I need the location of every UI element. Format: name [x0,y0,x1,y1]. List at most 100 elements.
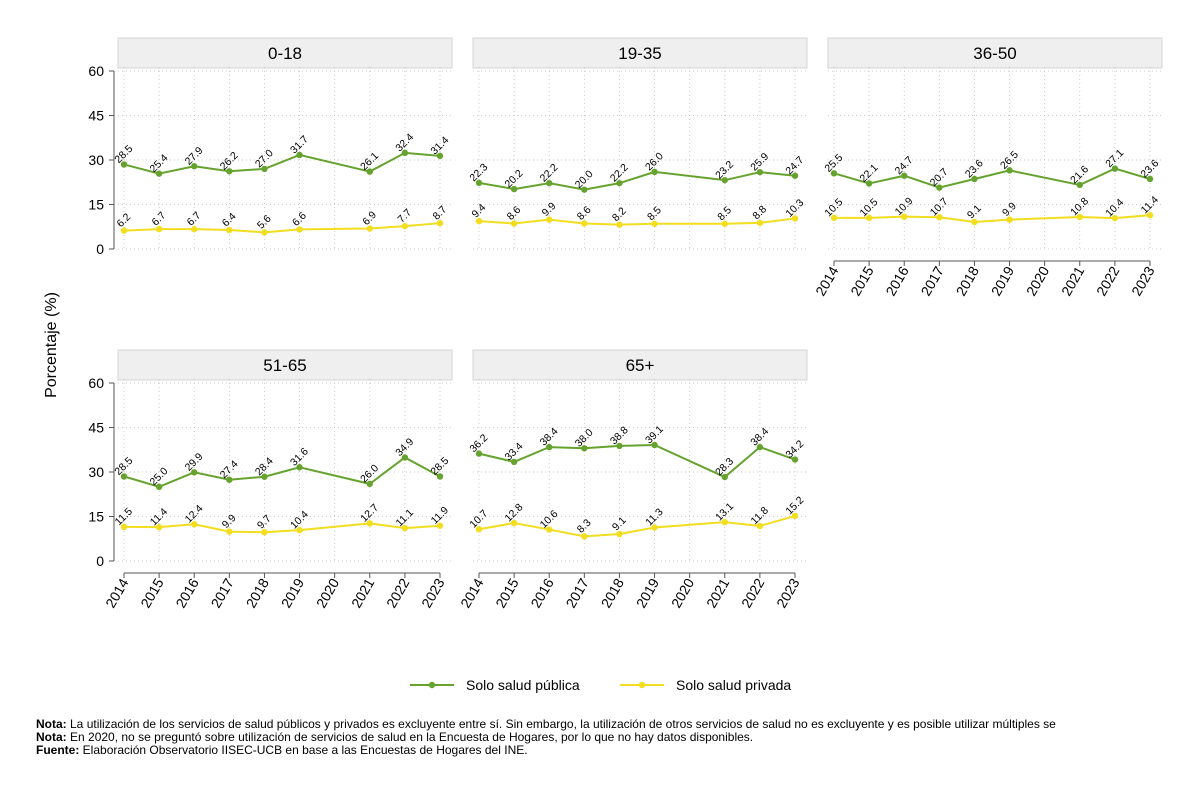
data-point-privada [296,526,303,534]
x-tick-label: 2022 [738,575,768,610]
data-point-privada [261,529,268,536]
data-point-privada [721,518,728,526]
series-line-privada [478,217,796,226]
data-point-publica [581,445,588,452]
data-point-privada [1076,213,1083,221]
data-label: 8.6 [575,204,594,223]
x-tick-label: 2017 [917,263,947,298]
x-tick-label: 2019 [278,575,308,610]
data-label: 10.5 [858,196,881,219]
data-point-publica [120,473,128,480]
data-point-privada [830,214,838,222]
data-label: 6.6 [290,210,309,229]
data-label: 11.4 [1139,194,1161,216]
data-point-privada [475,217,483,225]
data-label: 7.7 [395,207,414,226]
data-point-publica [296,151,303,159]
data-label: 11.3 [643,506,665,528]
x-tick-label: 2014 [457,575,487,610]
data-point-privada [436,522,444,529]
data-point-privada [401,524,409,532]
data-point-privada [936,214,943,221]
x-tick-label: 2016 [882,263,912,298]
x-tick-label: 2019 [633,575,663,610]
data-point-publica [366,168,373,175]
x-tick-label: 2018 [598,575,628,610]
data-label: 6.2 [114,211,133,230]
data-label: 28.5 [112,455,135,478]
data-label: 10.3 [783,197,806,220]
data-label: 38.0 [573,427,596,450]
data-point-publica [546,443,553,451]
data-label: 11.4 [148,506,170,528]
data-label: 9.9 [1000,200,1019,219]
data-point-publica [791,456,799,463]
data-label: 38.4 [748,425,771,448]
data-label: 24.7 [893,154,916,177]
data-label: 10.4 [1103,196,1126,219]
data-label: 25.5 [822,152,845,175]
x-tick-label: 2020 [313,575,343,610]
panel-title: 0-18 [268,44,302,63]
data-point-privada [756,219,764,227]
data-label: 8.6 [505,204,524,223]
data-point-publica [721,176,728,184]
x-tick-label: 2020 [668,575,698,610]
data-point-privada [581,220,588,227]
data-point-publica [510,185,518,193]
data-label: 12.4 [183,503,206,526]
data-label: 31.6 [288,446,311,469]
data-label: 8.2 [610,205,629,224]
data-point-publica [1111,165,1119,172]
data-point-publica [475,179,483,187]
data-point-publica [1006,167,1013,174]
x-tick-label: 2015 [137,575,167,610]
data-point-publica [901,172,908,179]
data-point-publica [155,483,163,491]
data-point-privada [865,214,873,222]
data-point-privada [721,220,728,227]
y-tick-label: 15 [88,509,104,525]
y-tick-label: 30 [88,464,104,480]
data-point-privada [616,530,623,538]
data-label: 38.4 [538,425,561,448]
panel-strip [117,349,453,381]
data-label: 8.3 [575,517,594,536]
panel-strip [827,37,1163,69]
data-label: 8.7 [430,204,449,223]
data-label: 8.8 [750,203,769,222]
data-point-privada [401,222,409,230]
data-label: 28.5 [428,455,451,478]
data-label: 27.9 [183,145,206,168]
data-point-privada [1006,216,1013,223]
data-point-publica [436,152,444,160]
y-tick-label: 45 [88,108,104,124]
data-point-publica [296,464,303,471]
legend: Solo salud pública Solo salud privada [410,677,791,693]
x-tick-label: 2021 [348,575,378,610]
series-line-privada [123,522,441,534]
series-line-privada [123,222,441,234]
data-point-privada [155,523,163,531]
note-text: Elaboración Observatorio IISEC-UCB en ba… [79,743,528,757]
data-label: 11.5 [113,505,135,527]
y-tick-label: 0 [96,553,104,569]
data-point-privada [546,216,553,223]
data-label: 29.9 [183,451,206,474]
x-tick-label: 2016 [527,575,557,610]
panel-title: 65+ [626,356,655,375]
note-line: Nota: En 2020, no se preguntó sobre util… [36,731,1200,744]
data-label: 12.7 [358,502,381,525]
panel-65+: 65+2014 2015 2016 2017 2018 2019 2020 2021 2022 2… [457,349,808,610]
data-point-privada [436,219,444,227]
data-point-privada [616,221,623,228]
legend-label-public: Solo salud pública [466,677,580,693]
data-point-privada [120,523,128,531]
panel-strip [472,37,808,69]
legend-label-private: Solo salud privada [676,677,791,693]
data-point-privada [651,524,658,531]
y-tick-label: 15 [88,197,104,213]
data-point-publica [756,443,764,451]
data-point-publica [366,480,373,488]
